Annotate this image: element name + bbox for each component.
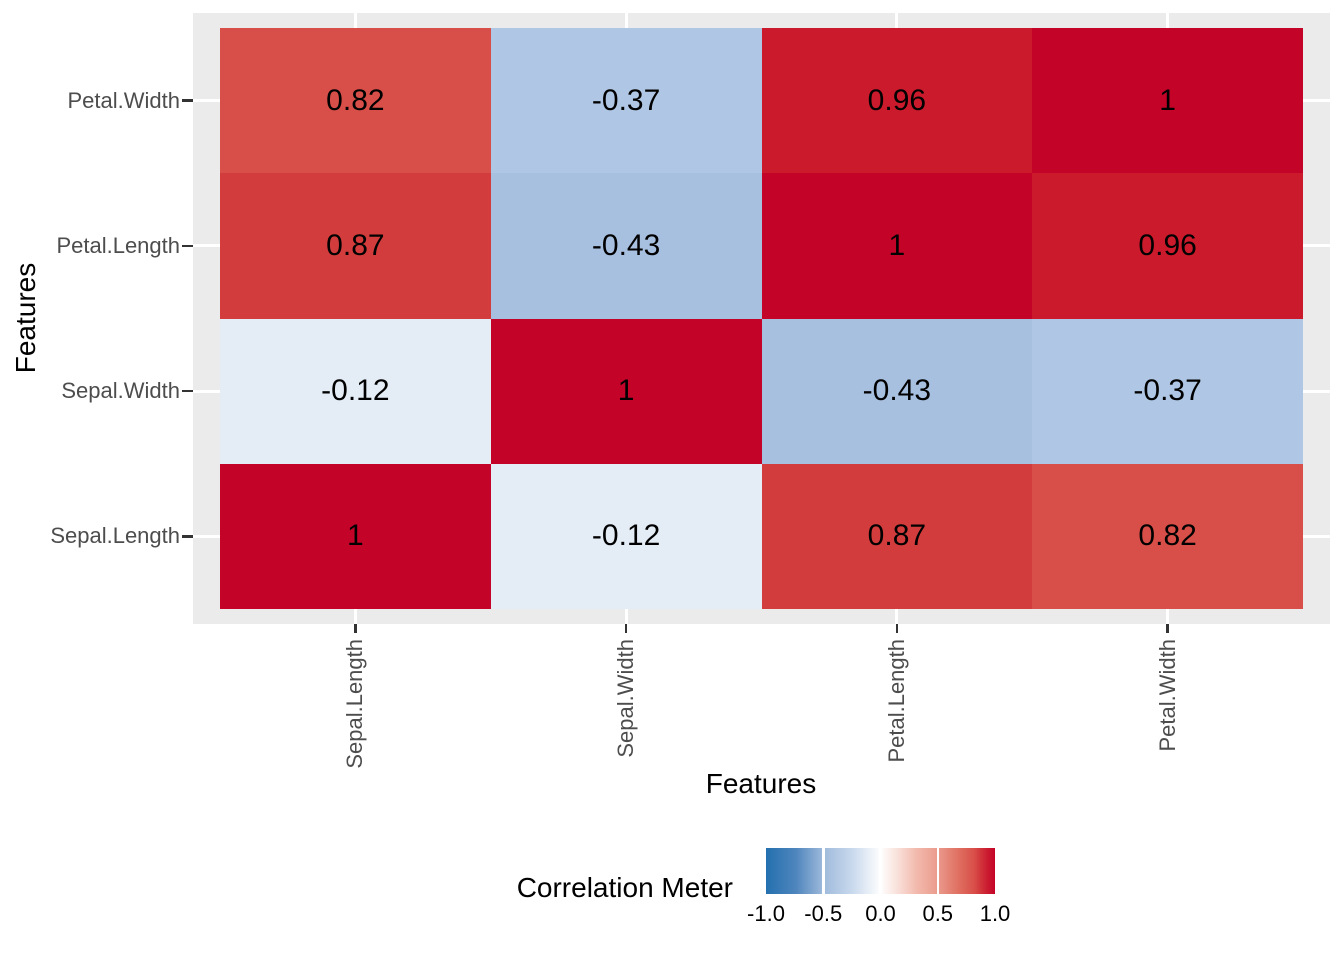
heatmap-cell: 0.82 (1032, 463, 1303, 609)
x-axis-tick-label: Sepal.Length (342, 639, 368, 769)
x-axis-tick-mark (1166, 624, 1169, 633)
heatmap-cell: -0.12 (220, 318, 491, 464)
heatmap-cell: 0.87 (220, 173, 491, 319)
cell-value-label: 1 (1159, 83, 1176, 117)
y-axis-tick-mark (182, 244, 193, 248)
cell-value-label: 0.82 (326, 83, 385, 117)
x-axis-tick-label: Petal.Length (883, 639, 909, 763)
cell-value-label: 1 (888, 228, 906, 262)
cell-value-label: -0.37 (591, 83, 661, 117)
legend-tick-label: -1.0 (747, 901, 785, 926)
legend-tick-label: -0.5 (804, 901, 843, 926)
heatmap-cell: 1 (761, 173, 1033, 319)
x-axis-title: Features (705, 768, 817, 799)
legend-colorbar-tick (879, 848, 882, 894)
y-axis-title: Features (10, 262, 41, 374)
heatmap-cell: -0.12 (490, 463, 762, 609)
heatmap-cell: -0.43 (490, 173, 762, 319)
x-axis-tick-label: Sepal.Width (613, 639, 639, 758)
cell-value-label: -0.43 (591, 228, 661, 262)
heatmap-cell: 1 (1032, 28, 1303, 174)
heatmap-cell: 1 (220, 463, 491, 609)
heatmap-cell: -0.37 (490, 28, 762, 174)
plot-panel: 0.82 -0.37 0.96 1 0.87 -0.43 1 0.96 -0.12 1 -0.43 -… (193, 13, 1330, 624)
heatmap-cell: 0.96 (1032, 173, 1303, 319)
y-axis-tick-mark (182, 535, 193, 538)
legend-colorbar-tick (936, 848, 939, 894)
x-axis-tick-mark (354, 624, 357, 633)
cell-value-label: 0.96 (867, 83, 927, 117)
y-axis-tick-label: Sepal.Length (50, 523, 180, 549)
legend-tick-label: 0.0 (865, 901, 896, 926)
cell-value-label: -0.37 (1133, 374, 1202, 408)
heatmap-cell: 0.82 (220, 28, 491, 174)
cell-value-label: -0.43 (862, 374, 932, 408)
y-axis-tick-mark (182, 99, 193, 102)
heatmap-cell: 0.87 (761, 463, 1033, 609)
legend-colorbar (766, 848, 995, 894)
y-axis-tick-mark (182, 389, 193, 393)
cell-value-label: 0.87 (867, 519, 927, 553)
y-axis-tick-label: Petal.Width (67, 87, 181, 113)
cell-value-label: -0.12 (321, 374, 390, 408)
cell-value-label: 1 (617, 374, 635, 408)
heatmap-cell: -0.37 (1032, 318, 1303, 464)
y-axis-tick-label: Sepal.Width (61, 378, 180, 404)
heatmap-cell: 0.96 (761, 28, 1033, 174)
cell-value-label: 1 (347, 519, 364, 553)
legend-tick-label: 0.5 (922, 901, 954, 926)
heatmap-cell: -0.43 (761, 318, 1033, 464)
x-axis-tick-mark (624, 624, 628, 633)
cell-value-label: 0.82 (1138, 519, 1197, 553)
legend-title: Correlation Meter (516, 872, 733, 903)
x-axis-tick-mark (895, 624, 899, 633)
x-axis-tick-label: Petal.Width (1154, 639, 1180, 752)
legend-colorbar-tick (822, 848, 825, 894)
heatmap-cell: 1 (490, 318, 762, 464)
y-axis-tick-label: Petal.Length (56, 232, 180, 258)
cell-value-label: -0.12 (591, 519, 661, 553)
cell-value-label: 0.87 (326, 228, 385, 262)
cell-value-label: 0.96 (1138, 228, 1197, 262)
legend-tick-label: 1.0 (979, 901, 1011, 926)
